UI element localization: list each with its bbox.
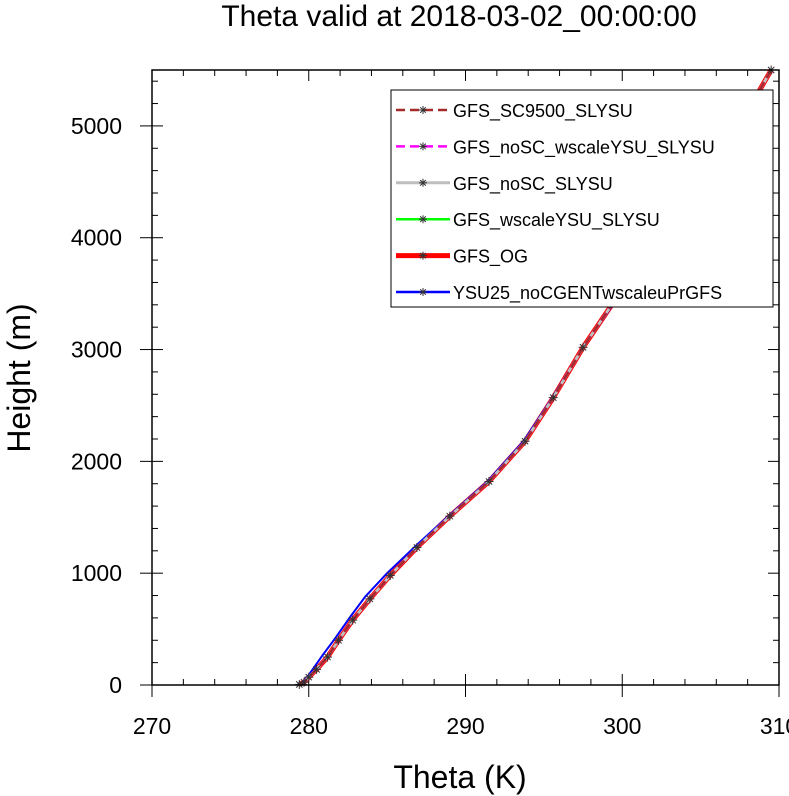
y-tick-label: 3000 xyxy=(71,337,122,363)
legend-label: GFS_SC9500_SLYSU xyxy=(453,101,633,122)
legend-label: GFS_noSC_SLYSU xyxy=(453,174,613,195)
series-marker xyxy=(385,570,395,580)
series-marker xyxy=(484,476,494,486)
legend-marker xyxy=(419,288,427,296)
series-marker xyxy=(348,615,358,625)
legend: GFS_SC9500_SLYSU GFS_noSC_wscaleYSU_SLYSU… xyxy=(390,89,774,308)
x-tick-label: 300 xyxy=(603,713,641,739)
x-axis-label: Theta (K) xyxy=(393,759,526,795)
x-tick-label: 290 xyxy=(446,713,484,739)
y-tick-label: 0 xyxy=(109,672,122,698)
y-tick-label: 2000 xyxy=(71,448,122,474)
y-tick-label: 1000 xyxy=(71,560,122,586)
series-marker xyxy=(312,664,322,674)
legend-label: GFS_OG xyxy=(453,247,528,268)
series-marker xyxy=(412,542,422,552)
series-marker xyxy=(445,511,455,521)
legend-marker xyxy=(419,106,427,114)
x-tick-label: 270 xyxy=(133,713,171,739)
legend-box xyxy=(390,89,774,308)
plot-frame xyxy=(151,69,780,686)
chart-title: Theta valid at 2018-03-02_00:00:00 xyxy=(221,0,696,33)
legend-label: GFS_noSC_wscaleYSU_SLYSU xyxy=(453,137,715,158)
axis-ticks xyxy=(140,70,780,697)
y-tick-label: 5000 xyxy=(71,113,122,139)
series-marker xyxy=(334,635,344,645)
series-marker xyxy=(578,342,588,352)
legend-label: YSU25_noCGENTwscaleuPrGFS xyxy=(453,283,722,304)
series-marker xyxy=(323,652,333,662)
series-marker xyxy=(304,672,314,682)
legend-marker xyxy=(419,178,427,187)
legend-marker xyxy=(419,142,427,151)
series-marker xyxy=(520,436,530,446)
tick-labels: 270 280 290 300 310 0 1000 2000 3000 4000 5000 xyxy=(71,113,789,739)
series-marker xyxy=(365,594,375,604)
series-marker xyxy=(548,393,558,403)
y-tick-label: 4000 xyxy=(71,225,122,251)
x-tick-label: 280 xyxy=(290,713,328,739)
legend-label: GFS_wscaleYSU_SLYSU xyxy=(453,210,660,231)
y-axis-label: Height (m) xyxy=(1,303,37,452)
x-tick-label: 310 xyxy=(760,713,789,739)
legend-marker xyxy=(419,251,427,260)
legend-marker xyxy=(419,215,427,224)
